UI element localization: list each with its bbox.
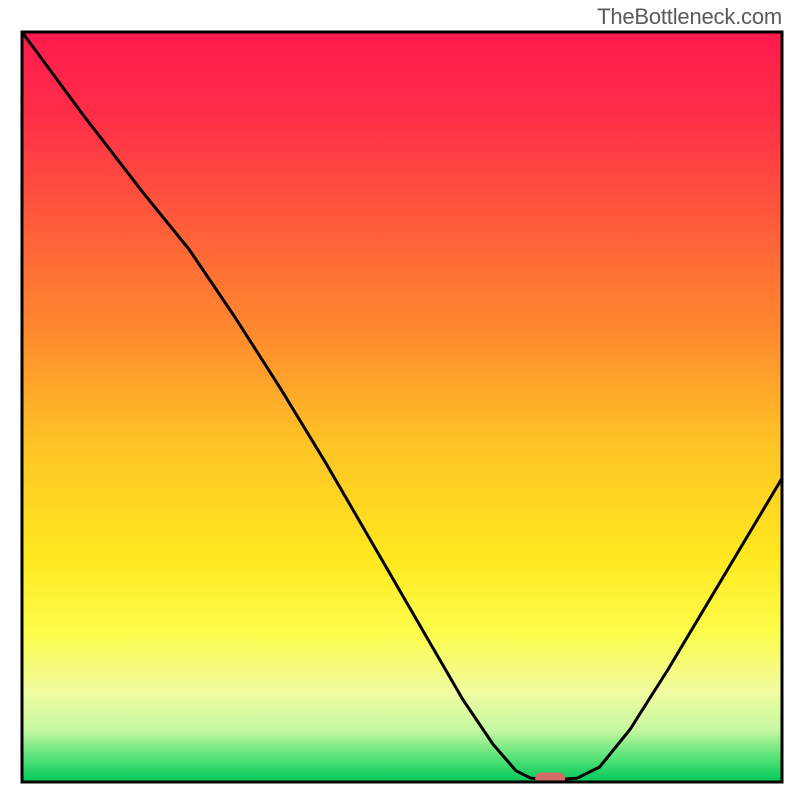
bottleneck-chart [0,0,800,800]
optimal-marker [535,773,565,786]
